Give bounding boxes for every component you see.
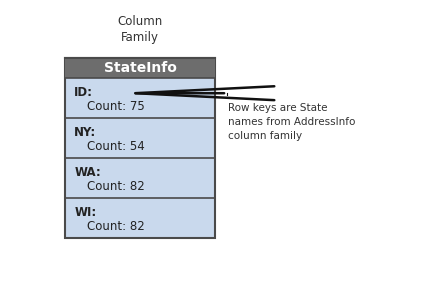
Text: ID:: ID: <box>74 86 93 99</box>
Text: StateInfo: StateInfo <box>104 61 177 75</box>
Text: Count: 82: Count: 82 <box>87 180 145 193</box>
Bar <box>65 58 215 78</box>
Text: NY:: NY: <box>74 126 97 139</box>
Text: Column
Family: Column Family <box>117 15 163 44</box>
Text: Count: 75: Count: 75 <box>87 99 145 113</box>
Text: WA:: WA: <box>74 166 101 179</box>
Bar <box>65 58 215 238</box>
Text: Count: 54: Count: 54 <box>87 140 145 153</box>
Text: Row keys are State
names from AddressInfo
column family: Row keys are State names from AddressInf… <box>229 103 356 141</box>
Text: Count: 82: Count: 82 <box>87 220 145 233</box>
Text: WI:: WI: <box>74 206 97 219</box>
